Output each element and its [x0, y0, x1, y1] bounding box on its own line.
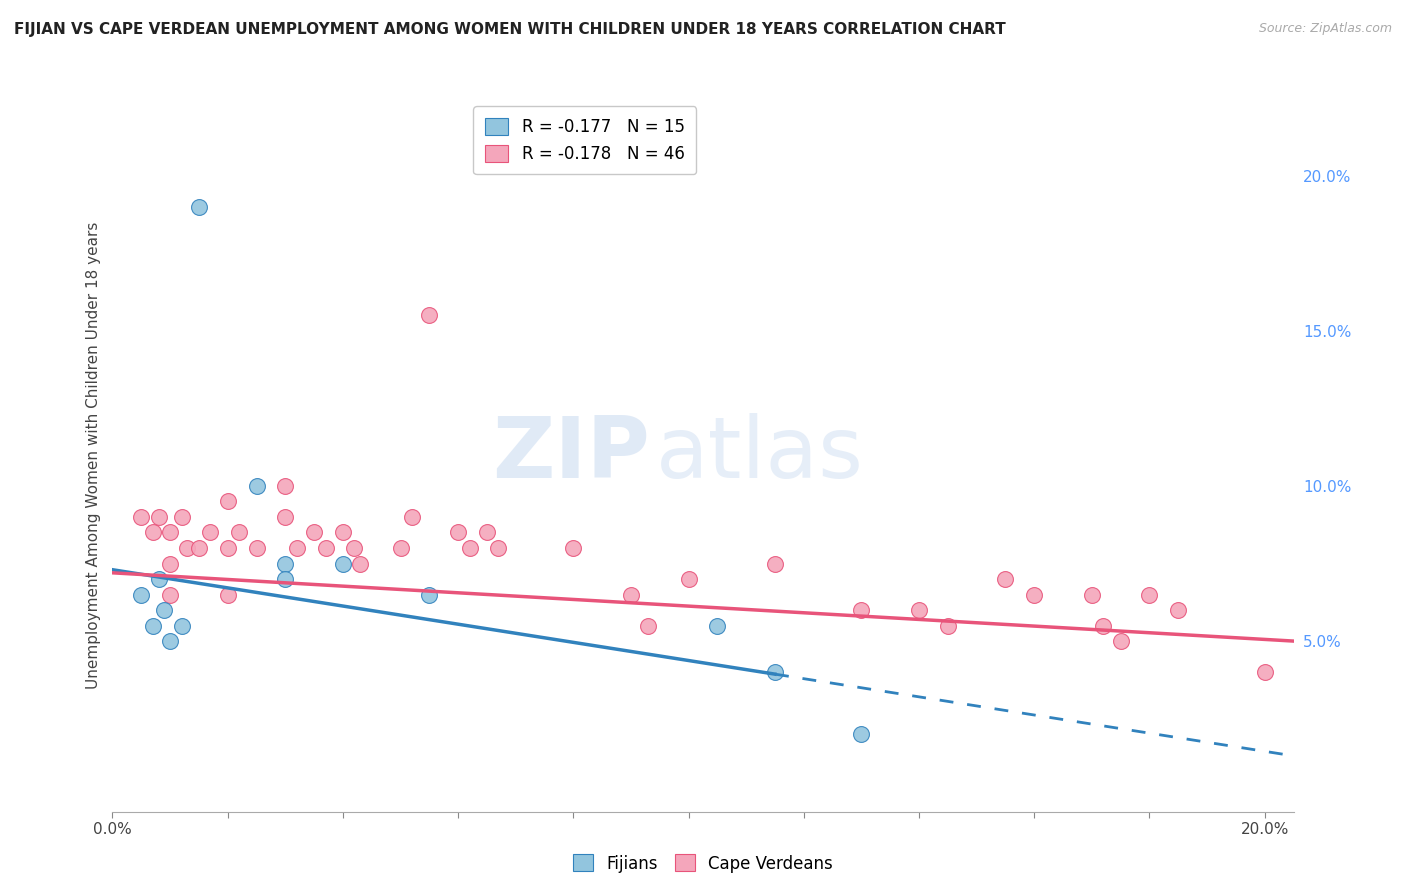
- Point: [176, 541, 198, 555]
- Text: ZIP: ZIP: [492, 413, 650, 497]
- Y-axis label: Unemployment Among Women with Children Under 18 years: Unemployment Among Women with Children U…: [86, 221, 101, 689]
- Point: [274, 572, 297, 586]
- Point: [302, 525, 325, 540]
- Point: [159, 525, 181, 540]
- Text: atlas: atlas: [655, 413, 863, 497]
- Point: [851, 603, 873, 617]
- Point: [142, 618, 165, 632]
- Point: [170, 618, 193, 632]
- Point: [217, 588, 239, 602]
- Point: [763, 557, 786, 571]
- Point: [620, 588, 643, 602]
- Point: [159, 557, 181, 571]
- Point: [217, 494, 239, 508]
- Point: [994, 572, 1017, 586]
- Point: [274, 557, 297, 571]
- Point: [418, 308, 440, 322]
- Point: [129, 588, 152, 602]
- Point: [332, 525, 354, 540]
- Point: [200, 525, 222, 540]
- Text: FIJIAN VS CAPE VERDEAN UNEMPLOYMENT AMONG WOMEN WITH CHILDREN UNDER 18 YEARS COR: FIJIAN VS CAPE VERDEAN UNEMPLOYMENT AMON…: [14, 22, 1005, 37]
- Point: [447, 525, 470, 540]
- Point: [562, 541, 585, 555]
- Point: [418, 588, 440, 602]
- Point: [936, 618, 959, 632]
- Point: [401, 510, 423, 524]
- Legend: Fijians, Cape Verdeans: Fijians, Cape Verdeans: [567, 847, 839, 880]
- Point: [285, 541, 308, 555]
- Point: [1024, 588, 1046, 602]
- Point: [637, 618, 659, 632]
- Point: [706, 618, 728, 632]
- Point: [343, 541, 366, 555]
- Point: [187, 200, 209, 214]
- Point: [159, 588, 181, 602]
- Point: [148, 510, 170, 524]
- Point: [475, 525, 498, 540]
- Point: [217, 541, 239, 555]
- Point: [488, 541, 510, 555]
- Point: [142, 525, 165, 540]
- Point: [315, 541, 337, 555]
- Legend: R = -0.177   N = 15, R = -0.178   N = 46: R = -0.177 N = 15, R = -0.178 N = 46: [474, 106, 696, 175]
- Point: [389, 541, 412, 555]
- Point: [153, 603, 176, 617]
- Point: [274, 510, 297, 524]
- Point: [129, 510, 152, 524]
- Point: [228, 525, 250, 540]
- Point: [1167, 603, 1189, 617]
- Point: [1081, 588, 1104, 602]
- Point: [678, 572, 700, 586]
- Point: [332, 557, 354, 571]
- Point: [245, 479, 267, 493]
- Point: [458, 541, 481, 555]
- Point: [187, 541, 209, 555]
- Point: [1109, 634, 1132, 648]
- Point: [274, 479, 297, 493]
- Point: [170, 510, 193, 524]
- Point: [851, 727, 873, 741]
- Point: [159, 634, 181, 648]
- Point: [1139, 588, 1161, 602]
- Point: [245, 541, 267, 555]
- Point: [763, 665, 786, 679]
- Point: [1092, 618, 1115, 632]
- Point: [148, 572, 170, 586]
- Point: [908, 603, 931, 617]
- Point: [1254, 665, 1277, 679]
- Point: [349, 557, 371, 571]
- Text: Source: ZipAtlas.com: Source: ZipAtlas.com: [1258, 22, 1392, 36]
